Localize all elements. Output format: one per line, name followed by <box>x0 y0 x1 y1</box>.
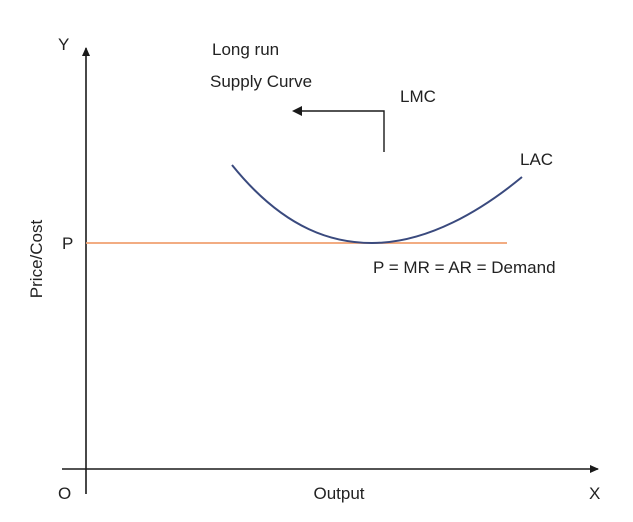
price-tick-label: P <box>62 234 73 253</box>
origin-label: O <box>58 484 71 503</box>
x-axis-letter: X <box>589 484 600 503</box>
lmc-indicator-stem <box>298 110 385 152</box>
demand-label: P = MR = AR = Demand <box>373 258 556 277</box>
arrow-left-icon <box>292 106 302 116</box>
x-axis-title: Output <box>313 484 364 503</box>
y-axis-letter: Y <box>58 35 69 54</box>
lac-curve <box>231 164 523 245</box>
lmc-label: LMC <box>400 87 436 106</box>
supply-curve-label-line2: Supply Curve <box>210 72 312 91</box>
y-axis-title: Price/Cost <box>27 220 46 299</box>
supply-curve-label-line1: Long run <box>212 40 279 59</box>
lac-label: LAC <box>520 150 553 169</box>
